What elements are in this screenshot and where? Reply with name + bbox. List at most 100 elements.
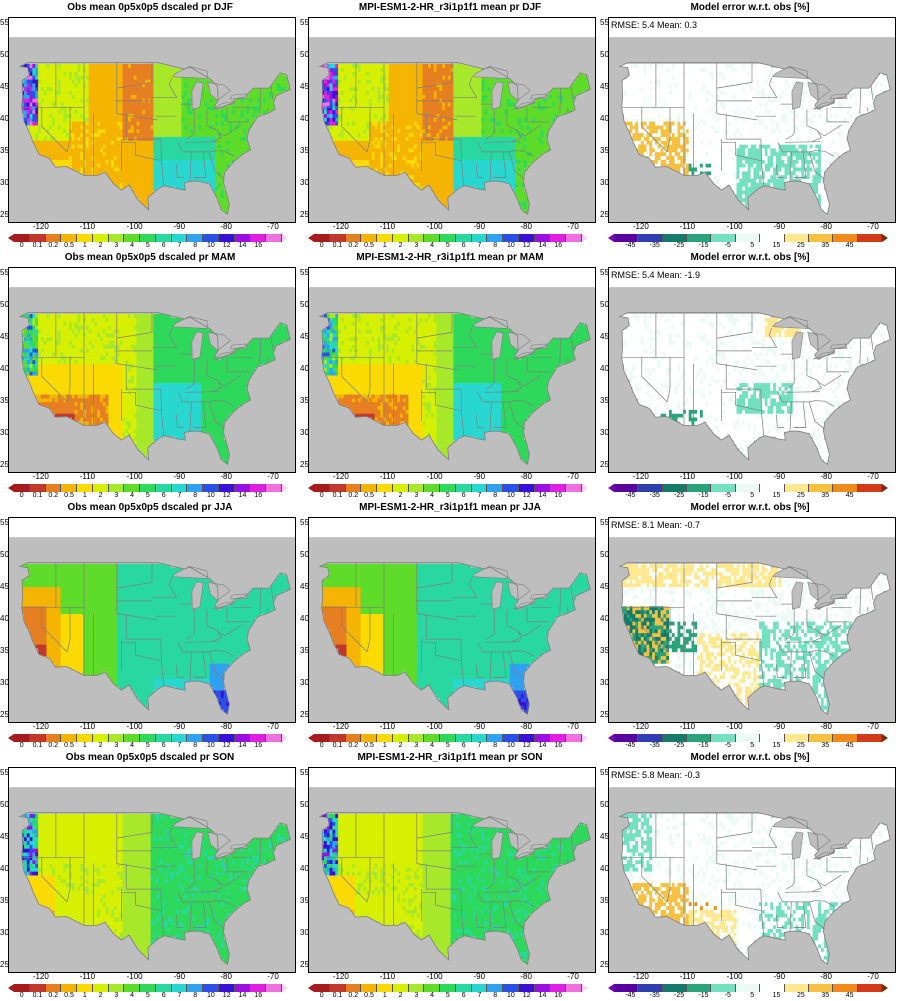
colorbar-segment [424,234,440,242]
colorbar-label: 14 [239,992,247,999]
colorbar-label: 16 [554,742,562,749]
map-top-margin [309,18,595,37]
colorbar-label: 7 [477,992,481,999]
map-frame [308,517,596,723]
lat-tick-label: 30 [300,928,309,937]
map-frame [8,767,296,973]
colorbar-label: 0.2 [348,992,358,999]
map-canvas [9,518,295,722]
precip-field [621,564,891,714]
colorbar-label: 5 [446,242,450,249]
lon-tick-label: -120 [633,222,649,231]
colorbar-segment [266,484,282,492]
colorbar-label: 16 [554,242,562,249]
colorbar-label: 3 [414,992,418,999]
colorbar-high-extend [282,484,288,492]
precip-field [621,814,891,964]
colorbar-label: 3 [114,492,118,499]
colorbar-segment [140,234,156,242]
precip-field [21,814,291,964]
colorbar-segment [346,734,362,742]
map-frame: RMSE: 5.8 Mean: -0.3 [608,767,896,973]
colorbar-label: 6 [162,492,166,499]
map-canvas [309,268,595,472]
colorbar-segment [424,734,440,742]
colorbar-label: -35 [650,492,660,499]
colorbar-segment [785,984,809,992]
colorbar-label: 7 [477,742,481,749]
colorbar-label: 0 [20,242,24,249]
colorbar-label: 8 [493,992,497,999]
colorbar-label: 8 [493,742,497,749]
colorbar-low-extend [608,734,614,742]
colorbar-label: 6 [162,742,166,749]
colorbar-segment [858,734,882,742]
colorbar-label: 0.1 [33,492,43,499]
lon-tick-label: -90 [773,222,785,231]
colorbar-label: 8 [193,242,197,249]
lat-tick-label: 25 [600,210,609,219]
colorbar-label: 4 [130,242,134,249]
lon-tick-label: -110 [380,722,395,731]
colorbar-label: 4 [430,492,434,499]
panel-title: Model error w.r.t. obs [%] [600,2,900,13]
lat-tick-label: 40 [600,614,609,623]
colorbar-label: 12 [223,492,231,499]
lon-tick-label: -110 [380,472,395,481]
colorbar-segment [440,234,456,242]
map-frame [308,17,596,223]
map-canvas [9,18,295,222]
colorbar-segment [250,484,266,492]
lat-tick-label: 50 [600,550,609,559]
colorbar-label: 0 [320,242,324,249]
colorbar-label: 16 [254,992,262,999]
colorbar-low-extend [308,984,314,992]
colorbar-label: -5 [725,742,731,749]
lon-tick-label: -120 [633,472,649,481]
lat-tick-label: 50 [300,300,309,309]
colorbar-segment [809,234,833,242]
colorbar-segment [109,984,125,992]
lat-tick-label: 45 [0,82,9,91]
colorbar-segment [77,734,93,742]
lat-tick-label: 30 [0,678,9,687]
colorbar-segment [503,734,519,742]
map-frame [8,517,296,723]
lon-tick-label: -120 [333,972,349,981]
lat-tick-label: 45 [600,832,609,841]
colorbar-label: 5 [750,492,754,499]
colorbar-segment [663,234,687,242]
colorbar-segment [109,484,125,492]
colorbar-segment [203,234,219,242]
lat-tick-label: 30 [0,428,9,437]
colorbar-label: 12 [523,492,531,499]
rmse-label: RMSE: 8.1 [611,520,657,530]
colorbar-label: -15 [698,992,708,999]
lon-tick-label: -90 [473,472,485,481]
lat-tick-label: 25 [0,210,9,219]
colorbar-segment [219,734,235,742]
colorbar-label: 12 [523,742,531,749]
lon-tick-label: -70 [867,472,879,481]
lat-tick-label: 35 [300,896,309,905]
colorbar-segment [156,484,172,492]
colorbar-label: 0.1 [333,242,343,249]
colorbar-segment [760,734,784,742]
colorbar-segment [124,234,140,242]
rmse-mean-stats: RMSE: 5.4 Mean: -1.9 [611,270,700,280]
lat-tick-label: 35 [0,646,9,655]
colorbar-label: 1 [83,742,87,749]
rmse-mean-stats: RMSE: 5.8 Mean: -0.3 [611,770,700,780]
lat-tick-label: 25 [600,960,609,969]
map-panel-bias-jja: Model error w.r.t. obs [%]RMSE: 8.1 Mean… [600,500,900,750]
colorbar-segment [535,734,551,742]
map-top-margin [9,268,295,287]
colorbar-label: -45 [625,492,635,499]
map-frame [308,767,596,973]
colorbar-segment [785,484,809,492]
colorbar-segment [203,484,219,492]
colorbar-label: 0 [320,742,324,749]
